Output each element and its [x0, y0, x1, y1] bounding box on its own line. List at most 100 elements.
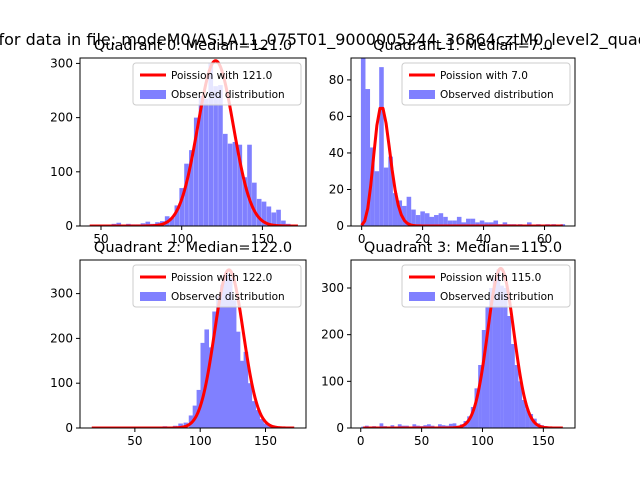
- hist-bar: [452, 423, 457, 428]
- legend-label-fit: Poission with 122.0: [171, 272, 272, 284]
- hist-bar: [518, 381, 523, 428]
- y-tick-label: 80: [329, 73, 344, 87]
- legend-box: [132, 264, 302, 308]
- hist-bar: [470, 218, 476, 226]
- hist-bar: [259, 419, 264, 428]
- hist-bar: [525, 409, 530, 428]
- hist-bar: [247, 383, 253, 428]
- hist-bar: [420, 211, 425, 226]
- hist-bar: [478, 365, 482, 428]
- chart-panel-3: Quadrant 3: Median=115.0 0 50 100 150 0 100 200…: [321, 240, 576, 448]
- legend-box: [401, 62, 571, 106]
- y-tick-label: 0: [65, 219, 73, 233]
- hist-bar: [247, 144, 252, 226]
- axes-frame: [79, 259, 307, 429]
- chart-title: Quadrant 2: Median=122.0: [94, 240, 292, 256]
- y-tick-label: 100: [50, 376, 73, 390]
- hist-bar: [145, 221, 151, 226]
- hist-bar: [492, 278, 497, 428]
- y-tick-label: 0: [65, 421, 73, 435]
- hist-bar: [224, 273, 229, 428]
- x-tick-label: 150: [532, 434, 555, 448]
- hist-bar: [178, 423, 183, 428]
- plot-area: [361, 266, 564, 428]
- y-tick-label: 300: [50, 287, 73, 301]
- hist-bar: [218, 85, 223, 226]
- hist-bar: [406, 196, 412, 226]
- legend-label-observed: Observed distribution: [440, 291, 554, 303]
- x-tick-label: 150: [254, 434, 277, 448]
- hist-bar: [411, 209, 416, 226]
- x-tick-label: 0: [358, 232, 366, 246]
- y-tick-label: 0: [336, 421, 344, 435]
- x-tick-label: 150: [251, 232, 274, 246]
- y-tick-label: 200: [50, 331, 73, 345]
- hist-bar: [479, 220, 485, 226]
- hist-bar: [222, 133, 228, 226]
- hist-bar: [437, 424, 442, 428]
- legend: Poission with 121.0 Observed distribution: [132, 62, 302, 106]
- hist-bar: [529, 414, 534, 428]
- hist-bar: [216, 295, 221, 428]
- y-tick-label: 60: [329, 109, 344, 123]
- legend: Poission with 7.0 Observed distribution: [401, 62, 571, 106]
- figure-suptitle: Histogram for data in file: modeM0/AS1A1…: [0, 30, 640, 50]
- y-tick-label: 200: [50, 111, 73, 125]
- hist-bar: [466, 218, 471, 226]
- hist-bar: [193, 117, 199, 226]
- legend-label-fit: Poission with 115.0: [440, 272, 541, 284]
- hist-bar: [174, 205, 180, 226]
- hist-bar: [208, 347, 213, 428]
- legend-box: [401, 264, 571, 308]
- chart-panel-1: Quadrant 1: Median=7.0 0 20 40 60 0 20 40 60 80 Po…: [329, 38, 576, 246]
- chart-title: Quadrant 3: Median=115.0: [364, 240, 562, 256]
- y-tick-label: 300: [50, 56, 73, 70]
- hist-bar: [514, 365, 519, 428]
- hist-bar: [267, 425, 272, 428]
- legend-label-fit: Poission with 7.0: [440, 70, 528, 82]
- hist-bar: [502, 222, 508, 226]
- hist-bar: [427, 424, 431, 428]
- hist-bar: [527, 222, 532, 226]
- hist-bar: [232, 142, 238, 226]
- hist-bar: [474, 388, 479, 428]
- hist-bar: [507, 316, 512, 428]
- hist-bar: [415, 215, 421, 226]
- hist-bar: [388, 156, 393, 226]
- hist-bar: [271, 212, 277, 226]
- y-tick-label: 300: [321, 281, 344, 295]
- hist-bar: [443, 216, 448, 226]
- hist-bar: [189, 150, 194, 226]
- hist-bar: [256, 198, 262, 226]
- hist-bar: [429, 216, 435, 226]
- hist-bar: [493, 220, 499, 226]
- hist-bar: [392, 193, 398, 226]
- legend-patch-swatch: [409, 90, 435, 99]
- hist-bar: [374, 171, 380, 226]
- hist-bar: [184, 163, 189, 226]
- x-tick-label: 0: [357, 434, 365, 448]
- chart-panel-2: Quadrant 2: Median=122.0 50 100 150 0 100 200 3…: [50, 240, 307, 448]
- hist-bar: [227, 277, 233, 428]
- x-tick-label: 40: [476, 232, 491, 246]
- legend-label-fit: Poission with 121.0: [171, 70, 272, 82]
- hist-bar: [251, 401, 257, 428]
- fit-line: [360, 106, 563, 226]
- hist-bar: [227, 143, 233, 226]
- hist-bar: [203, 98, 209, 226]
- fit-line: [362, 266, 564, 428]
- hist-bar: [365, 89, 371, 226]
- plot-area: [360, 58, 566, 226]
- hist-bar: [485, 306, 490, 428]
- hist-bar: [213, 86, 218, 226]
- plot-area: [87, 59, 301, 226]
- hist-bar: [447, 220, 453, 226]
- chart-title: Quadrant 1: Median=7.0: [373, 38, 553, 54]
- legend-box: [132, 62, 302, 106]
- hist-bar: [521, 400, 526, 428]
- hist-bar: [412, 424, 417, 428]
- hist-bar: [452, 220, 457, 226]
- hist-bar: [489, 288, 493, 428]
- hist-bar: [397, 424, 402, 428]
